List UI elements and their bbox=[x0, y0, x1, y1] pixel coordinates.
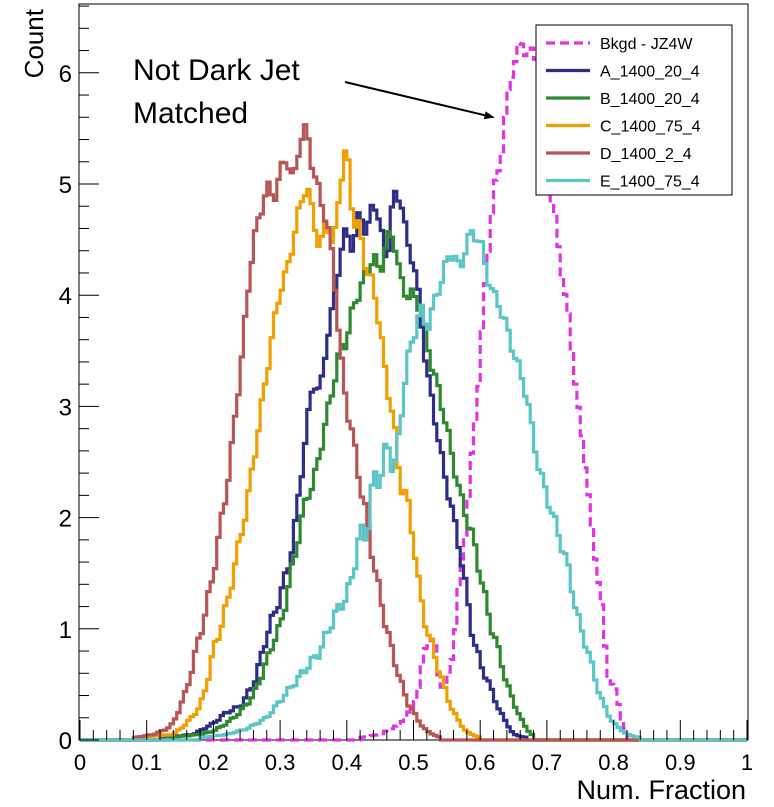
x-tick-label: 1 bbox=[741, 750, 753, 775]
x-tick-label: 0.5 bbox=[398, 750, 429, 775]
y-tick-label: 6 bbox=[59, 61, 72, 88]
y-tick-label: 2 bbox=[59, 506, 72, 533]
x-tick-label: 0.1 bbox=[131, 750, 162, 775]
axis-layer: 0 0.1 0.2 0.3 0.4 0.5 0.6 0.7 0.8 0.9 1 0 1 2 3 4 5 6 bbox=[59, 5, 753, 775]
series-line-5 bbox=[80, 123, 747, 742]
x-tick-label: 0.7 bbox=[532, 750, 563, 775]
y-tick-label: 5 bbox=[59, 172, 72, 199]
legend-box bbox=[535, 24, 733, 196]
y-tick-label: 0 bbox=[59, 728, 72, 755]
annotation: Not Dark Jet Matched bbox=[133, 54, 495, 130]
series-line-1 bbox=[80, 41, 747, 742]
annotation-arrow bbox=[344, 81, 495, 120]
x-tick-label: 0.6 bbox=[465, 750, 496, 775]
legend-entry-label: D_1400_2_4 bbox=[600, 146, 692, 163]
y-tick-label: 1 bbox=[59, 617, 72, 644]
legend: Bkgd - JZ4W A_1400_20_4 B_1400_20_4 C_1400_… bbox=[535, 24, 733, 196]
legend-entry-label: B_1400_20_4 bbox=[600, 91, 700, 108]
annotation-line-2: Matched bbox=[133, 97, 248, 130]
x-axis-label: Num. Fraction bbox=[576, 775, 746, 805]
x-tick-label: 0 bbox=[74, 750, 86, 775]
y-tick-label: 3 bbox=[59, 394, 72, 421]
legend-entry-label: E_1400_75_4 bbox=[600, 174, 700, 191]
x-tick-label: 0.9 bbox=[665, 750, 696, 775]
x-tick-label: 0.3 bbox=[265, 750, 296, 775]
x-tick-label: 0.8 bbox=[598, 750, 629, 775]
y-tick-label: 4 bbox=[59, 283, 72, 310]
legend-entry-label: Bkgd - JZ4W bbox=[600, 36, 693, 53]
annotation-line-1: Not Dark Jet bbox=[133, 54, 300, 87]
legend-entry-label: C_1400_75_4 bbox=[600, 119, 701, 136]
legend-entry-label: A_1400_20_4 bbox=[600, 64, 700, 81]
x-tick-label: 0.4 bbox=[332, 750, 363, 775]
series-layer bbox=[80, 41, 747, 742]
x-tick-label: 0.2 bbox=[198, 750, 229, 775]
y-axis-label: Count bbox=[19, 8, 49, 78]
series-line-6 bbox=[80, 229, 747, 742]
